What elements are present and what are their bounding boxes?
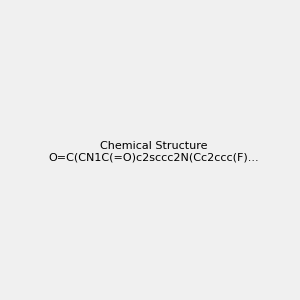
- Text: Chemical Structure
O=C(CN1C(=O)c2sccc2N(Cc2ccc(F)...: Chemical Structure O=C(CN1C(=O)c2sccc2N(…: [48, 141, 259, 162]
